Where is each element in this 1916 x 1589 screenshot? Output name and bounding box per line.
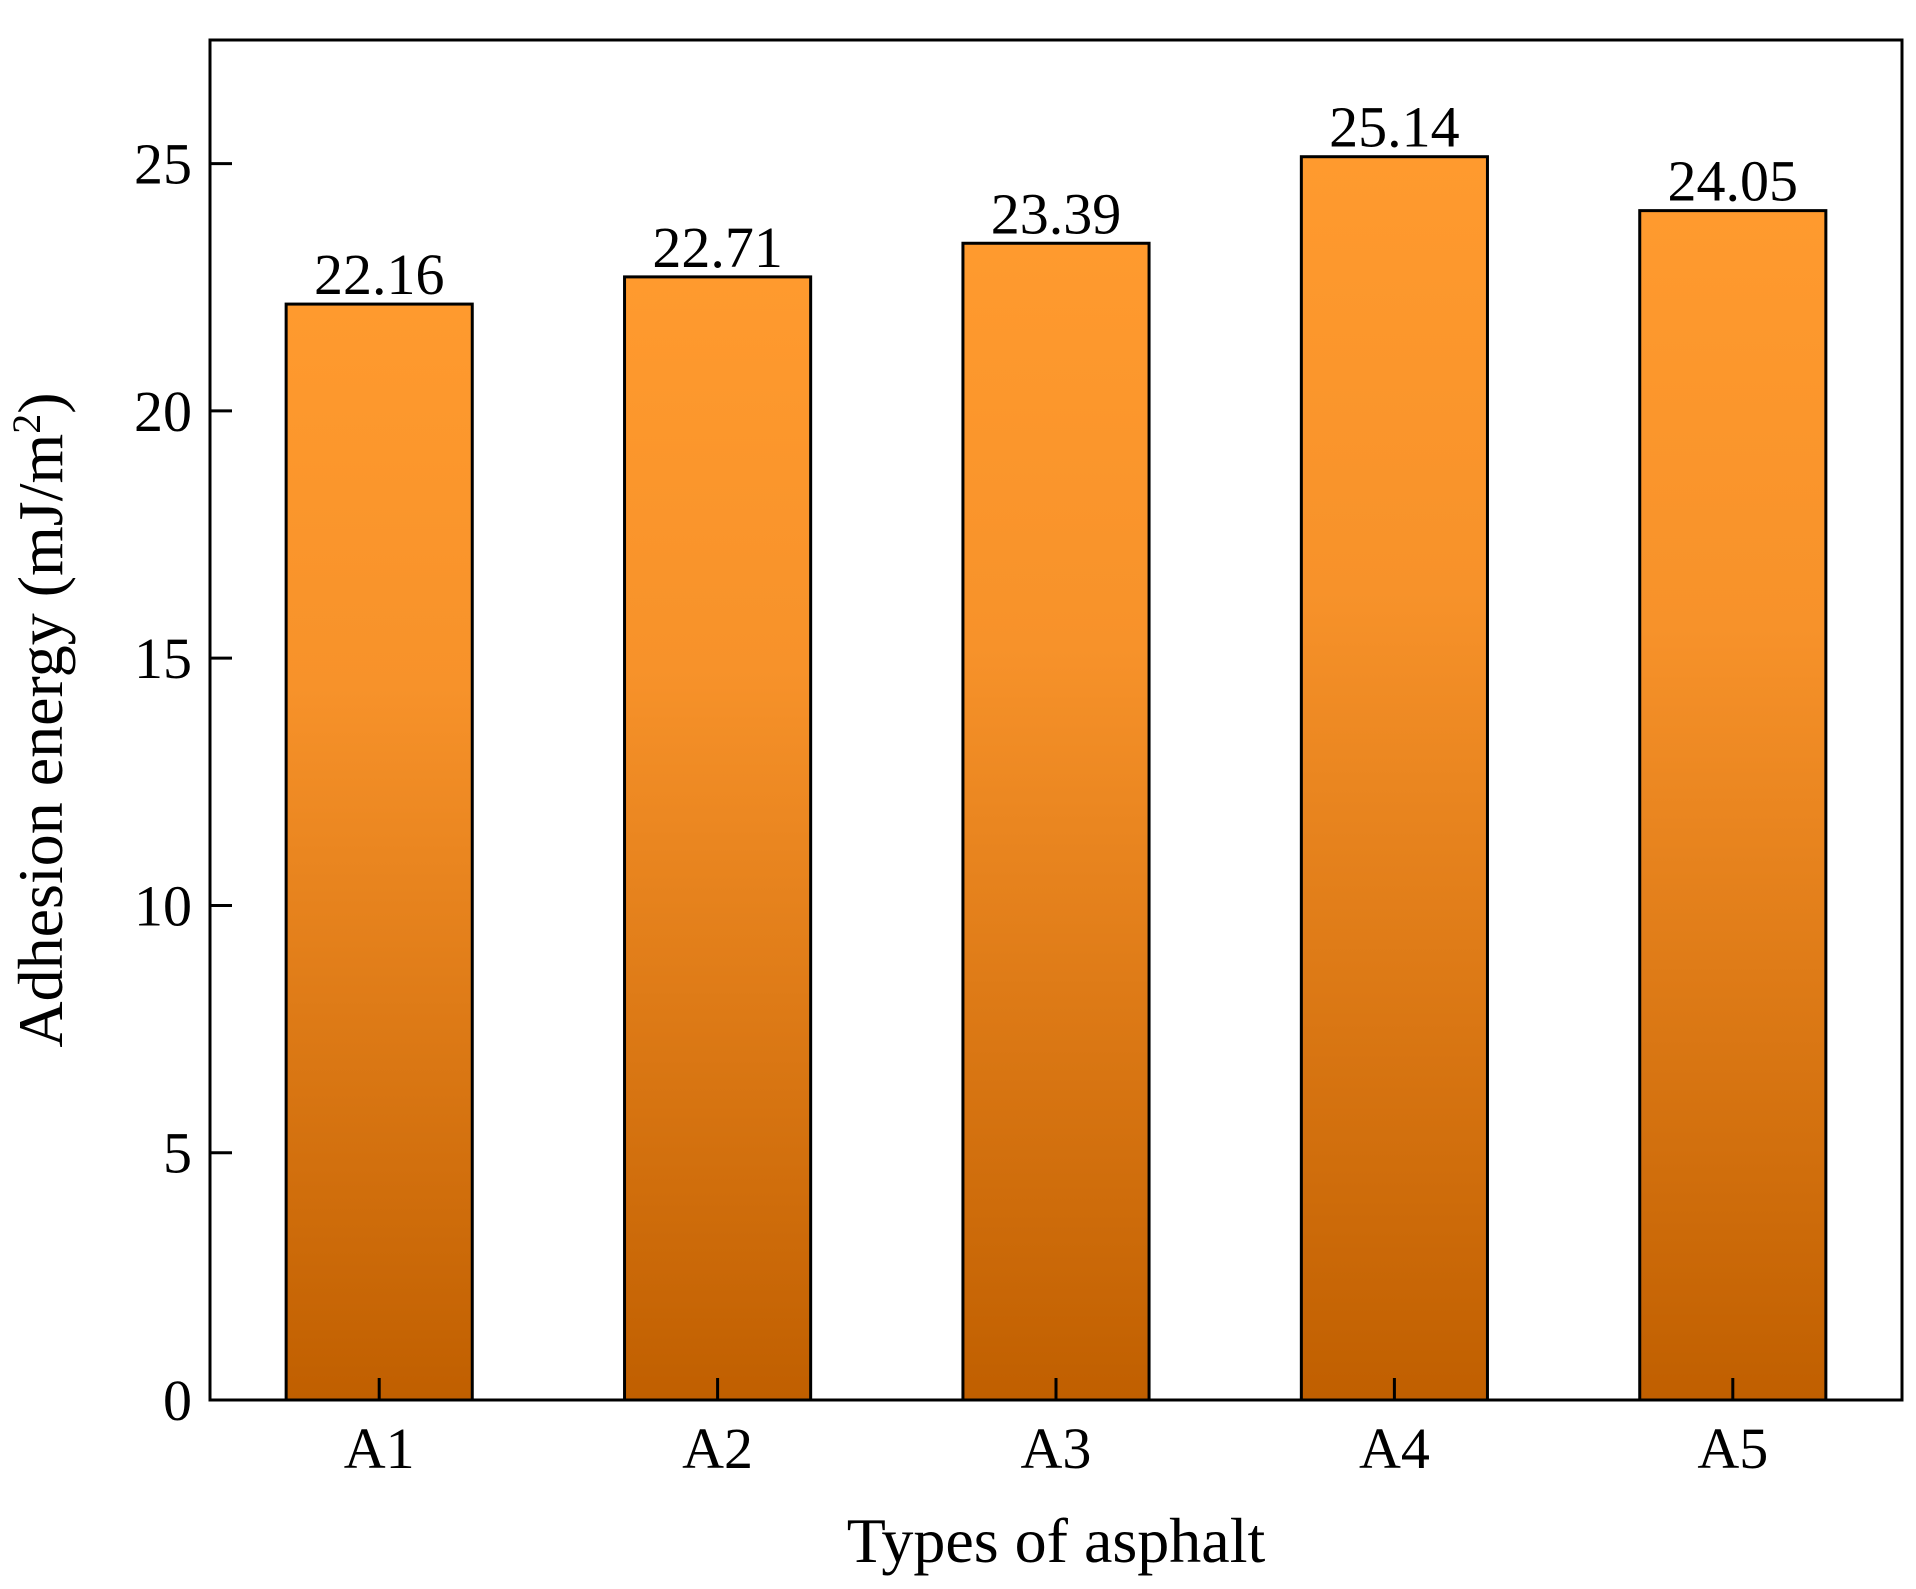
data-labels-layer: 22.16 22.71 23.39 25.14 24.05 [314, 95, 1798, 307]
y-tick-label-5: 5 [163, 1121, 192, 1186]
bar-a4 [1299, 155, 1489, 1402]
data-label-a3: 23.39 [991, 181, 1122, 246]
x-tick-label-a4: A4 [1359, 1416, 1430, 1481]
x-tick-label-a5: A5 [1697, 1416, 1768, 1481]
y-tick-label-0: 0 [163, 1368, 192, 1433]
y-axis-title-superscript: 2 [4, 414, 49, 434]
x-tick-label-a1: A1 [344, 1416, 415, 1481]
y-axis-title: Adhesion energy (mJ/m2) [4, 392, 76, 1047]
y-axis-title-main: Adhesion energy (mJ/m [5, 434, 76, 1048]
y-tick-label-25: 25 [134, 132, 192, 197]
y-tick-label-15: 15 [134, 626, 192, 691]
y-axis-title-tail: ) [5, 392, 76, 413]
bars-layer [284, 155, 1828, 1402]
bar-a5 [1638, 209, 1828, 1402]
data-label-a1: 22.16 [314, 242, 445, 307]
x-tick-label-a3: A3 [1021, 1416, 1092, 1481]
x-axis-title: Types of asphalt [847, 1505, 1266, 1576]
x-tick-label-a2: A2 [682, 1416, 753, 1481]
data-label-a4: 25.14 [1329, 95, 1460, 160]
bar-a3 [961, 241, 1151, 1402]
bar-a2 [623, 275, 813, 1402]
y-tick-label-10: 10 [134, 873, 192, 938]
y-tick-label-20: 20 [134, 379, 192, 444]
x-axis: A1 A2 A3 A4 A5 [344, 1378, 1768, 1481]
data-label-a5: 24.05 [1668, 149, 1799, 214]
y-axis: 0 5 10 15 20 25 [134, 132, 232, 1433]
data-label-a2: 22.71 [652, 215, 783, 280]
bar-a1 [284, 302, 474, 1402]
